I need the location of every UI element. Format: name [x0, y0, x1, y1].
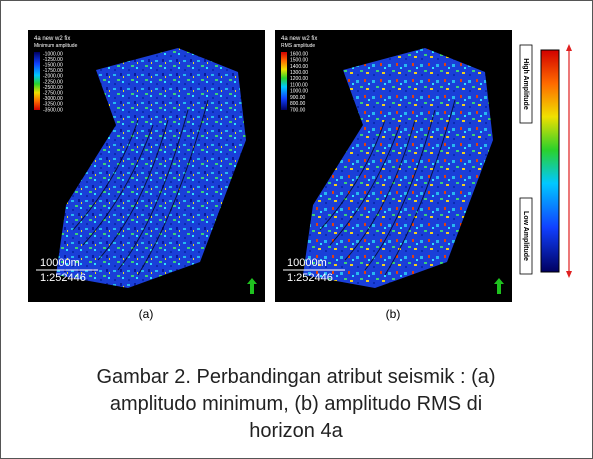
figure: 4a new w2 fix Minimum amplitude -1000.00… [0, 0, 593, 459]
panel-title: 4a new w2 fix [34, 36, 70, 42]
caption-line: horizon 4a [249, 420, 343, 442]
legend-tick-label: 1200.00 [290, 76, 308, 82]
legend-tick-label: 1300.00 [290, 70, 308, 76]
low-label: Low Amplitude [522, 211, 529, 261]
caption-line: amplitudo minimum, (b) amplitudo RMS di [110, 393, 482, 415]
colorbar [541, 50, 559, 272]
scale-ratio: 1:252446 [40, 272, 86, 284]
panel-subtitle: Minimum amplitude [34, 43, 78, 49]
legend-bar [34, 52, 40, 110]
panel-title: 4a new w2 fix [281, 36, 317, 42]
legend-tick-label: 1500.00 [290, 58, 308, 64]
legend-tick-label: 1400.00 [290, 64, 308, 70]
legend-tick-label: 1100.00 [290, 82, 308, 88]
legend-tick-label: 800.00 [290, 101, 306, 107]
legend-tick-label: 900.00 [290, 95, 306, 101]
legend-tick-label: 1000.00 [290, 89, 308, 95]
panel-b: 4a new w2 fix RMS amplitude 1600.001500.… [275, 30, 512, 302]
legend-tick-label: 700.00 [290, 107, 306, 113]
legend-tick-label: 1600.00 [290, 51, 308, 57]
panel-label: (b) [386, 307, 401, 321]
scale-distance: 10000m [287, 257, 327, 269]
scale-ratio: 1:252446 [287, 272, 333, 284]
panel-a: 4a new w2 fix Minimum amplitude -1000.00… [28, 30, 265, 302]
legend-bar [281, 52, 287, 110]
scale-distance: 10000m [40, 257, 80, 269]
panel-subtitle: RMS amplitude [281, 43, 315, 49]
panel-label: (a) [139, 307, 154, 321]
caption-line: Gambar 2. Perbandingan atribut seismik :… [96, 366, 495, 388]
legend-ticks: -1000.00-1250.00-1500.00-1750.00-2000.00… [43, 51, 63, 113]
legend-tick-label: -3500.00 [43, 107, 63, 113]
high-label: High Amplitude [522, 58, 529, 110]
